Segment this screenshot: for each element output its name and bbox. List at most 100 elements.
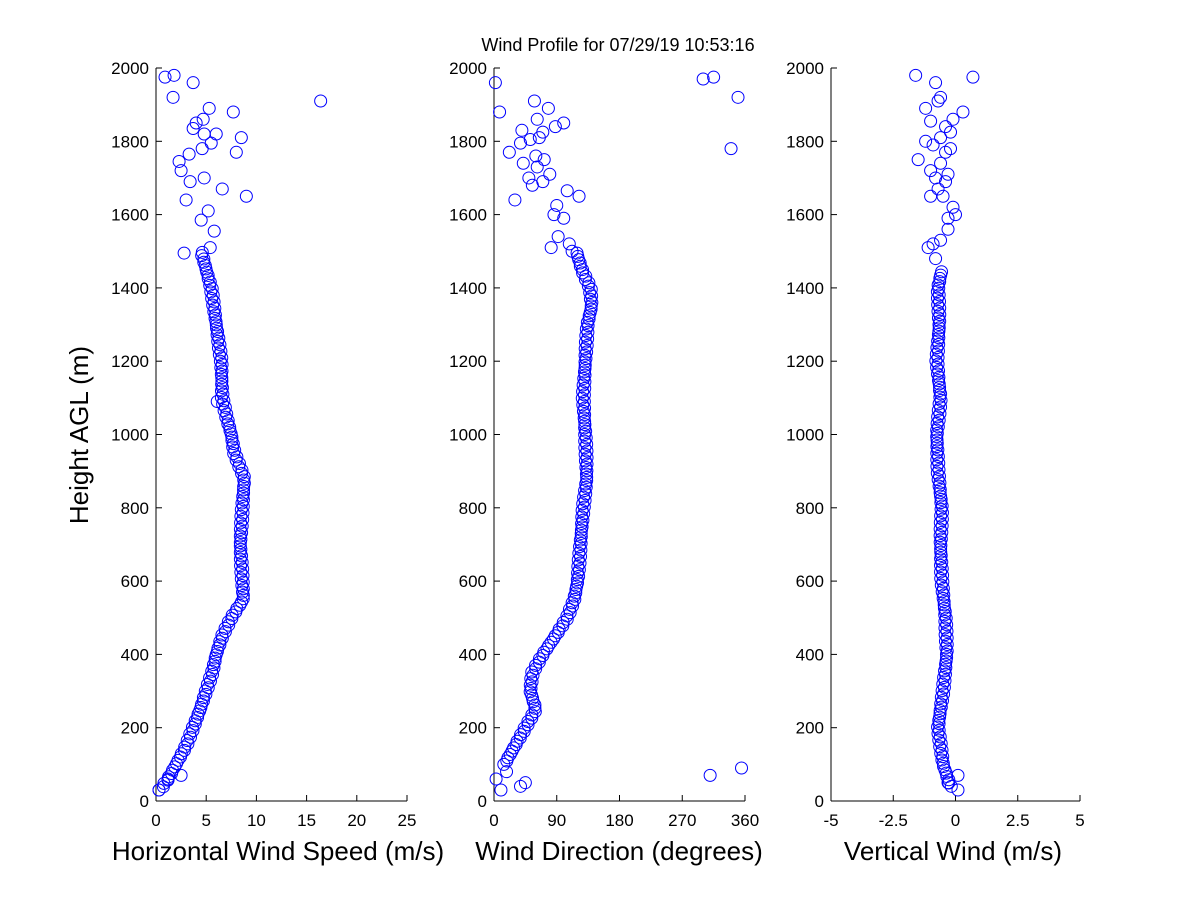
speed-data-point — [186, 76, 200, 90]
direction-data-point — [578, 454, 592, 468]
direction-data-point — [580, 451, 594, 465]
speed-data-point — [171, 753, 185, 767]
speed-data-point — [232, 456, 246, 470]
vertical-data-point — [931, 403, 945, 417]
direction-data-point — [510, 734, 524, 748]
speed-x-tick-label: 15 — [297, 811, 316, 830]
direction-data-point — [580, 437, 594, 451]
vertical-data-point — [937, 670, 951, 684]
vertical-data-point — [936, 568, 950, 582]
direction-data-point — [497, 757, 511, 771]
vertical-y-tick-label: 600 — [796, 572, 824, 591]
vertical-data-point — [934, 156, 948, 170]
vertical-data-point — [938, 628, 952, 642]
vertical-data-point — [944, 142, 958, 156]
vertical-y-tick-label: 800 — [796, 499, 824, 518]
direction-data-point — [560, 609, 574, 623]
vertical-data-point — [936, 750, 950, 764]
speed-data-point — [202, 101, 216, 115]
speed-y-tick-label: 400 — [121, 645, 149, 664]
direction-data-point — [544, 635, 558, 649]
direction-data-point — [528, 698, 542, 712]
speed-data-point — [217, 394, 231, 408]
direction-y-tick-label: 200 — [459, 719, 487, 738]
direction-data-point — [735, 761, 749, 775]
speed-data-point — [234, 503, 248, 517]
vertical-data-point — [930, 341, 944, 355]
speed-y-tick-label: 1000 — [111, 426, 149, 445]
speed-data-point — [236, 575, 250, 589]
direction-data-point — [489, 772, 503, 786]
direction-x-tick-label: 90 — [547, 811, 566, 830]
vertical-data-point — [926, 138, 940, 152]
direction-data-point — [560, 184, 574, 198]
speed-data-point — [174, 747, 188, 761]
vertical-data-point — [940, 651, 954, 665]
speed-x-tick-label: 25 — [398, 811, 417, 830]
direction-data-point — [583, 286, 597, 300]
speed-panel: 0 200 400 600 800 1000 1200 1400 1600 1800 2000 0 5 1… — [64, 59, 444, 866]
vertical-data-point — [933, 515, 947, 529]
direction-data-point — [525, 708, 539, 722]
figure-title: Wind Profile for 07/29/19 10:53:16 — [481, 35, 754, 55]
speed-y-tick-label: 2000 — [111, 59, 149, 78]
vertical-data-point — [936, 575, 950, 589]
vertical-data-point — [924, 189, 938, 203]
speed-data-point — [236, 513, 250, 527]
speed-data-point — [177, 246, 191, 260]
speed-y-tick-label: 1400 — [111, 279, 149, 298]
direction-data-point — [577, 500, 591, 514]
vertical-data-point — [937, 601, 951, 615]
direction-data-point — [542, 639, 556, 653]
speed-data-point — [226, 105, 240, 119]
direction-data-point — [525, 711, 539, 725]
direction-data-point — [565, 244, 579, 258]
vertical-data-point — [931, 410, 945, 424]
speed-data-point — [223, 423, 237, 437]
speed-data-point — [237, 483, 251, 497]
direction-data-point — [571, 553, 585, 567]
speed-data-point — [215, 374, 229, 388]
direction-data-point — [552, 622, 566, 636]
speed-data-point — [235, 519, 249, 533]
direction-data-point — [529, 658, 543, 672]
speed-data-point — [222, 618, 236, 632]
speed-data-point — [234, 559, 248, 573]
speed-data-point — [152, 783, 166, 797]
direction-data-point — [574, 526, 588, 540]
speed-data-point — [236, 569, 250, 583]
vertical-data-point — [932, 324, 946, 338]
vertical-data-point — [933, 730, 947, 744]
speed-data-point — [235, 466, 249, 480]
speed-data-point — [196, 112, 210, 126]
speed-data-point — [188, 717, 202, 731]
vertical-data-point — [937, 588, 951, 602]
speed-data-point — [179, 193, 193, 207]
vertical-data-point — [932, 374, 946, 388]
direction-data-point — [494, 783, 508, 797]
direction-data-point — [493, 105, 507, 119]
direction-data-point — [525, 665, 539, 679]
direction-data-point — [580, 474, 594, 488]
speed-x-tick-label: 5 — [201, 811, 210, 830]
vertical-data-point — [940, 631, 954, 645]
speed-data-point — [234, 572, 248, 586]
vertical-data-point — [934, 572, 948, 586]
vertical-data-point — [934, 565, 948, 579]
direction-data-point — [508, 193, 522, 207]
speed-data-point — [207, 295, 221, 309]
vertical-y-tick-label: 200 — [796, 719, 824, 738]
direction-data-point — [578, 401, 592, 415]
vertical-data-point — [930, 466, 944, 480]
direction-data-point — [547, 208, 561, 222]
vertical-data-point — [946, 112, 960, 126]
vertical-data-point — [932, 397, 946, 411]
vertical-y-tick-label: 1000 — [786, 426, 824, 445]
vertical-data-point — [934, 496, 948, 510]
speed-data-point — [225, 608, 239, 622]
direction-data-point — [530, 112, 544, 126]
speed-x-tick-label: 20 — [347, 811, 366, 830]
direction-data-point — [578, 358, 592, 372]
vertical-data-point — [934, 233, 948, 247]
speed-data-point — [215, 377, 229, 391]
